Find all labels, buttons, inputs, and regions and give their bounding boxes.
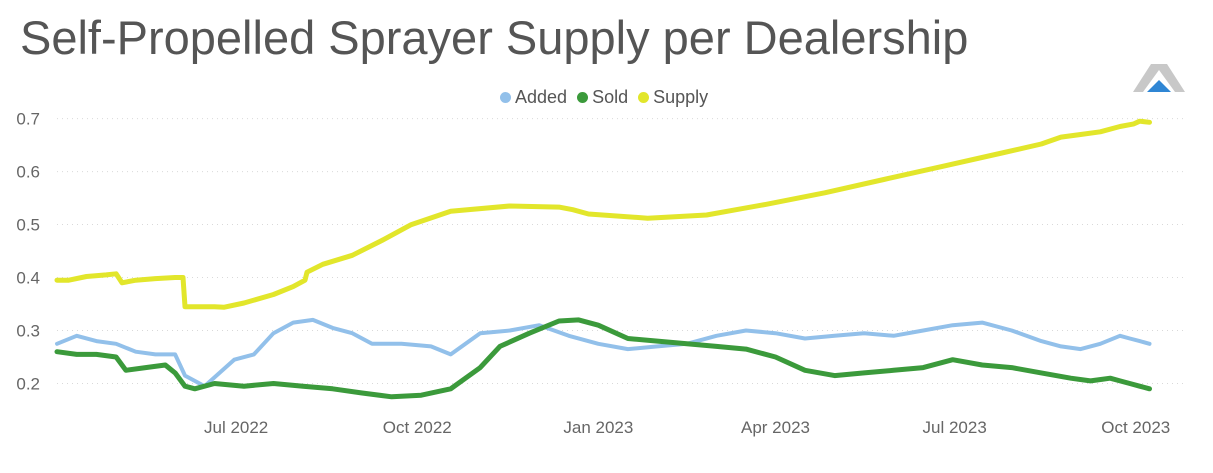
x-tick-label: Jul 2023: [923, 418, 987, 437]
series-line-added[interactable]: [55, 317, 1152, 389]
legend-item-supply[interactable]: Supply: [638, 87, 708, 108]
series-lines: [54, 118, 1152, 400]
legend: Added Sold Supply: [500, 87, 708, 108]
x-tick-label: Jan 2023: [563, 418, 633, 437]
series-line-supply[interactable]: [54, 118, 1152, 310]
y-tick-label: 0.2: [16, 375, 40, 394]
y-tick-label: 0.7: [16, 110, 40, 129]
y-tick-label: 0.6: [16, 163, 40, 182]
x-tick-label: Apr 2023: [741, 418, 810, 437]
brand-logo-icon: [1133, 64, 1185, 92]
x-axis: Jul 2022 Oct 2022 Jan 2023 Apr 2023 Jul 2023…: [204, 418, 1170, 437]
legend-marker-added: [500, 92, 511, 103]
legend-item-sold[interactable]: Sold: [577, 87, 628, 108]
y-tick-label: 0.3: [16, 322, 40, 341]
chart-title: Self-Propelled Sprayer Supply per Dealer…: [20, 11, 969, 64]
legend-label-added: Added: [515, 87, 568, 107]
gridlines: [57, 118, 1183, 385]
x-tick-label: Oct 2023: [1101, 418, 1170, 437]
x-tick-label: Jul 2022: [204, 418, 268, 437]
legend-marker-sold: [577, 92, 589, 103]
legend-label-supply: Supply: [653, 87, 709, 107]
legend-item-added[interactable]: Added: [500, 87, 567, 108]
legend-marker-supply: [638, 92, 650, 103]
y-axis: 0.2 0.3 0.4 0.5 0.6 0.7: [16, 110, 40, 394]
series-line-sold[interactable]: [54, 317, 1152, 400]
x-tick-label: Oct 2022: [383, 418, 452, 437]
y-tick-label: 0.5: [16, 216, 40, 235]
legend-label-sold: Sold: [592, 87, 629, 107]
y-tick-label: 0.4: [16, 269, 40, 288]
